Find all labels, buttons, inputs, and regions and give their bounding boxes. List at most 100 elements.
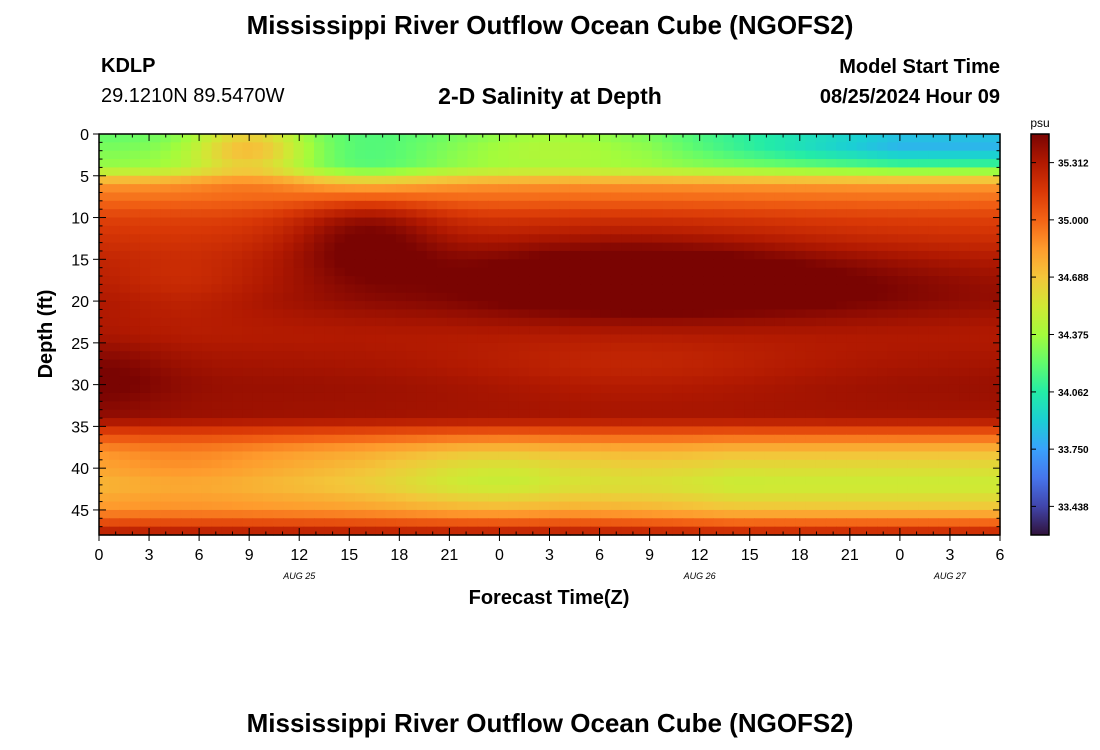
heatmap-cell: [242, 401, 254, 411]
heatmap-cell: [805, 142, 817, 152]
heatmap-cell: [651, 409, 663, 419]
heatmap-cell: [918, 484, 929, 494]
heatmap-cell: [580, 434, 592, 444]
heatmap-cell: [385, 359, 397, 369]
heatmap-cell: [959, 443, 970, 453]
heatmap-cell: [907, 334, 919, 344]
heatmap-cell: [703, 518, 714, 528]
heatmap-cell: [375, 284, 387, 294]
heatmap-cell: [447, 418, 458, 427]
heatmap-cell: [641, 518, 653, 528]
heatmap-cell: [795, 493, 807, 503]
heatmap-cell: [764, 167, 776, 177]
heatmap-cell: [498, 242, 510, 252]
heatmap-cell: [539, 317, 551, 327]
heatmap-cell: [273, 326, 284, 336]
heatmap-cell: [426, 134, 438, 143]
heatmap-cell: [303, 259, 315, 269]
heatmap-cell: [467, 150, 479, 160]
heatmap-cell: [488, 401, 499, 411]
heatmap-cell: [160, 134, 172, 143]
heatmap-cell: [928, 242, 940, 252]
heatmap-cell: [846, 459, 858, 469]
heatmap-cell: [498, 159, 510, 169]
heatmap-cell: [119, 142, 131, 152]
heatmap-cell: [416, 284, 428, 294]
heatmap-cell: [744, 501, 755, 511]
heatmap-cell: [682, 184, 694, 194]
heatmap-cell: [703, 276, 714, 285]
heatmap-cell: [180, 142, 192, 152]
heatmap-cell: [989, 200, 1001, 210]
heatmap-cell: [959, 392, 970, 402]
heatmap-cell: [518, 409, 530, 419]
heatmap-cell: [825, 225, 837, 235]
heatmap-cell: [928, 484, 940, 494]
heatmap-cell: [651, 434, 663, 444]
heatmap-cell: [590, 426, 602, 436]
heatmap-cell: [344, 167, 356, 177]
heatmap-cell: [395, 443, 407, 453]
heatmap-cell: [692, 526, 704, 536]
heatmap-cell: [959, 468, 970, 478]
heatmap-cell: [877, 192, 888, 202]
heatmap-cell: [549, 334, 561, 344]
heatmap-cell: [518, 267, 530, 277]
heatmap-cell: [774, 184, 786, 194]
heatmap-cell: [887, 392, 899, 402]
heatmap-cell: [160, 317, 172, 327]
heatmap-cell: [498, 309, 510, 319]
heatmap-cell: [324, 476, 336, 486]
heatmap-cell: [477, 276, 489, 285]
heatmap-cell: [119, 518, 131, 528]
heatmap-cell: [600, 326, 612, 336]
heatmap-cell: [283, 351, 295, 361]
heatmap-cell: [293, 267, 305, 277]
heatmap-cell: [600, 309, 612, 319]
heatmap-cell: [221, 200, 233, 210]
heatmap-cell: [150, 209, 162, 219]
heatmap-cell: [938, 376, 950, 386]
heatmap-cell: [866, 493, 878, 503]
heatmap-cell: [559, 225, 571, 235]
heatmap-cell: [539, 159, 551, 169]
heatmap-cell: [129, 309, 141, 319]
heatmap-cell: [467, 509, 479, 519]
heatmap-cell: [969, 451, 981, 461]
heatmap-cell: [488, 234, 499, 244]
heatmap-cell: [201, 309, 213, 319]
heatmap-cell: [129, 175, 141, 185]
heatmap-cell: [641, 526, 653, 536]
heatmap-cell: [273, 451, 284, 461]
heatmap-cell: [569, 443, 581, 453]
heatmap-cell: [754, 401, 766, 411]
heatmap-cell: [805, 209, 817, 219]
heatmap-cell: [324, 301, 336, 311]
heatmap-cell: [283, 184, 295, 194]
heatmap-cell: [610, 367, 622, 377]
heatmap-cell: [191, 476, 202, 486]
heatmap-cell: [406, 167, 417, 177]
heatmap-cell: [846, 175, 858, 185]
heatmap-cell: [600, 175, 612, 185]
heatmap-cell: [201, 392, 213, 402]
heatmap-cell: [703, 200, 714, 210]
heatmap-cell: [324, 434, 336, 444]
heatmap-cell: [795, 167, 807, 177]
heatmap-cell: [99, 234, 110, 244]
heatmap-cell: [180, 468, 192, 478]
heatmap-cell: [805, 501, 817, 511]
heatmap-cell: [252, 434, 264, 444]
heatmap-cell: [836, 184, 848, 194]
heatmap-cell: [774, 142, 786, 152]
heatmap-cell: [846, 367, 858, 377]
heatmap-cell: [406, 509, 417, 519]
heatmap-cell: [703, 392, 714, 402]
heatmap-cell: [754, 250, 766, 260]
heatmap-cell: [692, 401, 704, 411]
heatmap-cell: [416, 409, 428, 419]
heatmap-cell: [293, 509, 305, 519]
heatmap-cell: [518, 451, 530, 461]
heatmap-cell: [672, 351, 684, 361]
heatmap-cell: [897, 434, 909, 444]
